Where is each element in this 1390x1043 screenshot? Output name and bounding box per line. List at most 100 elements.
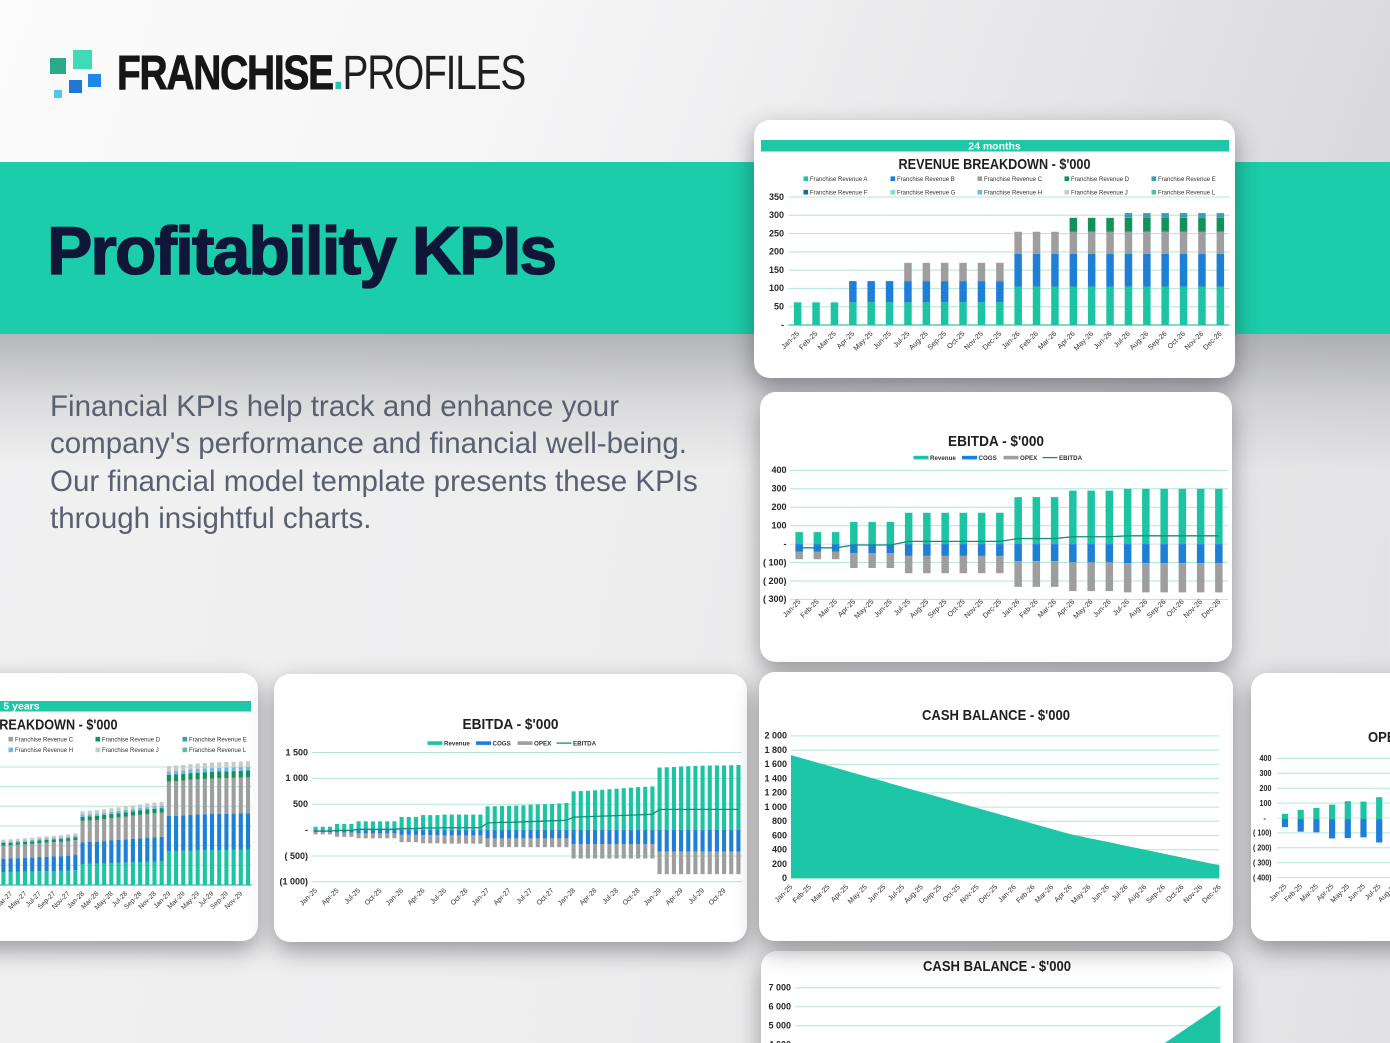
svg-text:1 800: 1 800 [764, 745, 787, 755]
svg-text:Mar-26: Mar-26 [1035, 329, 1057, 351]
svg-text:Nov-26: Nov-26 [1181, 882, 1204, 905]
svg-text:Aug-25: Aug-25 [902, 882, 925, 905]
svg-text:( 300): ( 300) [1253, 859, 1272, 868]
svg-text:Jun-25: Jun-25 [871, 597, 893, 619]
svg-text:1 500: 1 500 [285, 747, 308, 757]
svg-text:EBITDA - $'000: EBITDA - $'000 [462, 716, 558, 733]
svg-text:50: 50 [773, 302, 783, 312]
svg-text:Jan-27: Jan-27 [470, 887, 490, 907]
svg-text:Nov-26: Nov-26 [1182, 329, 1205, 352]
svg-text:( 400): ( 400) [1253, 873, 1272, 882]
svg-text:REVENUE BREAKDOWN - $'000: REVENUE BREAKDOWN - $'000 [898, 156, 1090, 173]
svg-text:Jul-28: Jul-28 [601, 887, 620, 906]
svg-text:Feb-26: Feb-26 [1014, 882, 1036, 904]
svg-text:100: 100 [771, 520, 786, 530]
svg-text:Dec-26: Dec-26 [1200, 329, 1223, 352]
svg-text:200: 200 [771, 859, 786, 869]
svg-text:Nov-25: Nov-25 [957, 882, 980, 905]
svg-text:Oct-28: Oct-28 [621, 887, 641, 907]
svg-text:Feb-25: Feb-25 [798, 597, 820, 619]
svg-text:Dec-25: Dec-25 [980, 597, 1003, 620]
svg-text:Jun-26: Jun-26 [1090, 597, 1112, 619]
svg-text:6 000: 6 000 [768, 1001, 791, 1011]
svg-text:Apr-27: Apr-27 [492, 887, 512, 907]
svg-text:( 300): ( 300) [762, 594, 786, 604]
svg-text:Jan-25: Jan-25 [298, 887, 318, 907]
svg-text:2 000: 2 000 [764, 731, 787, 741]
svg-text:Jul-25: Jul-25 [343, 887, 362, 906]
svg-text:Nov-25: Nov-25 [962, 329, 985, 352]
svg-text:Jun-26: Jun-26 [1091, 329, 1113, 351]
svg-text:Jun-26: Jun-26 [1089, 882, 1111, 904]
svg-text:Aug-26: Aug-26 [1127, 329, 1150, 352]
svg-text:REVENUE BREAKDOWN - $'000: REVENUE BREAKDOWN - $'000 [0, 717, 117, 734]
svg-text:Franchise Revenue J: Franchise Revenue J [1071, 191, 1128, 197]
svg-text:Aug-26: Aug-26 [1125, 882, 1148, 905]
svg-text:250: 250 [768, 228, 783, 238]
svg-text:( 100): ( 100) [762, 557, 786, 567]
svg-text:EBITDA: EBITDA [1059, 455, 1083, 462]
svg-text:Revenue: Revenue [444, 741, 470, 748]
svg-text:-: - [1263, 814, 1266, 823]
svg-text:Revenue: Revenue [930, 455, 956, 462]
svg-text:Dec-26: Dec-26 [1199, 882, 1222, 905]
svg-text:Dec-25: Dec-25 [976, 882, 999, 905]
svg-text:Feb-25: Feb-25 [797, 329, 819, 351]
svg-text:Mar-25: Mar-25 [1299, 883, 1320, 904]
svg-text:OPEX: OPEX [534, 741, 552, 748]
svg-text:600: 600 [771, 830, 786, 840]
svg-text:800: 800 [771, 816, 786, 826]
svg-text:Apr-28: Apr-28 [578, 887, 598, 907]
svg-text:-: - [305, 825, 308, 835]
svg-text:300: 300 [768, 210, 783, 220]
svg-text:Jan-25: Jan-25 [779, 329, 801, 351]
svg-text:May-25: May-25 [852, 597, 875, 620]
svg-text:Feb-26: Feb-26 [1017, 597, 1039, 619]
svg-text:1 400: 1 400 [764, 773, 787, 783]
svg-text:Franchise Revenue L: Franchise Revenue L [1158, 191, 1216, 197]
svg-text:Franchise Revenue J: Franchise Revenue J [102, 748, 159, 754]
svg-text:-: - [781, 320, 784, 330]
svg-text:Aug-25: Aug-25 [907, 597, 930, 620]
svg-text:May-25: May-25 [845, 882, 868, 905]
svg-text:Apr-29: Apr-29 [664, 887, 684, 907]
svg-text:COGS: COGS [978, 455, 996, 462]
svg-text:5 000: 5 000 [768, 1020, 791, 1030]
svg-text:Sep-26: Sep-26 [1145, 329, 1168, 352]
svg-text:( 100): ( 100) [1253, 829, 1272, 838]
svg-text:OPERATING CASHFLOW - $'000: OPERATING CASHFLOW - $'000 [1368, 729, 1390, 746]
svg-text:Jun-25: Jun-25 [871, 329, 893, 351]
svg-text:May-26: May-26 [1069, 882, 1092, 905]
svg-text:Oct-26: Oct-26 [449, 887, 469, 907]
svg-text:5 years: 5 years [3, 701, 39, 713]
svg-text:500: 500 [292, 799, 307, 809]
svg-text:EBITDA - $'000: EBITDA - $'000 [948, 433, 1044, 450]
svg-text:Mar-25: Mar-25 [809, 882, 831, 904]
svg-text:Sep-25: Sep-25 [925, 597, 948, 620]
svg-text:0: 0 [781, 873, 786, 883]
svg-text:100: 100 [768, 283, 783, 293]
svg-text:1 000: 1 000 [764, 802, 787, 812]
svg-text:Nov-26: Nov-26 [1181, 597, 1204, 620]
svg-text:24 months: 24 months [968, 141, 1021, 153]
svg-text:Jan-26: Jan-26 [995, 882, 1017, 904]
svg-text:Franchise Revenue H: Franchise Revenue H [15, 748, 73, 754]
svg-text:Feb-26: Feb-26 [1017, 329, 1039, 351]
svg-text:Jul-27: Jul-27 [515, 887, 534, 906]
svg-text:Feb-25: Feb-25 [790, 882, 812, 904]
svg-text:1 600: 1 600 [764, 759, 787, 769]
svg-text:( 200): ( 200) [1253, 844, 1272, 853]
svg-text:Jan-28: Jan-28 [556, 887, 576, 907]
svg-text:350: 350 [768, 192, 783, 202]
svg-text:200: 200 [768, 247, 783, 257]
svg-text:COGS: COGS [492, 741, 510, 748]
svg-text:Jul-29: Jul-29 [687, 887, 706, 906]
svg-text:Jan-26: Jan-26 [999, 597, 1021, 619]
svg-text:Jan-29: Jan-29 [642, 887, 662, 907]
svg-text:Jul-26: Jul-26 [429, 887, 448, 906]
svg-text:Aug-26: Aug-26 [1126, 597, 1149, 620]
svg-text:CASH BALANCE - $'000: CASH BALANCE - $'000 [923, 958, 1071, 975]
svg-text:400: 400 [771, 465, 786, 475]
svg-text:Franchise Revenue D: Franchise Revenue D [1071, 177, 1130, 183]
svg-text:Jun-25: Jun-25 [1346, 883, 1366, 903]
